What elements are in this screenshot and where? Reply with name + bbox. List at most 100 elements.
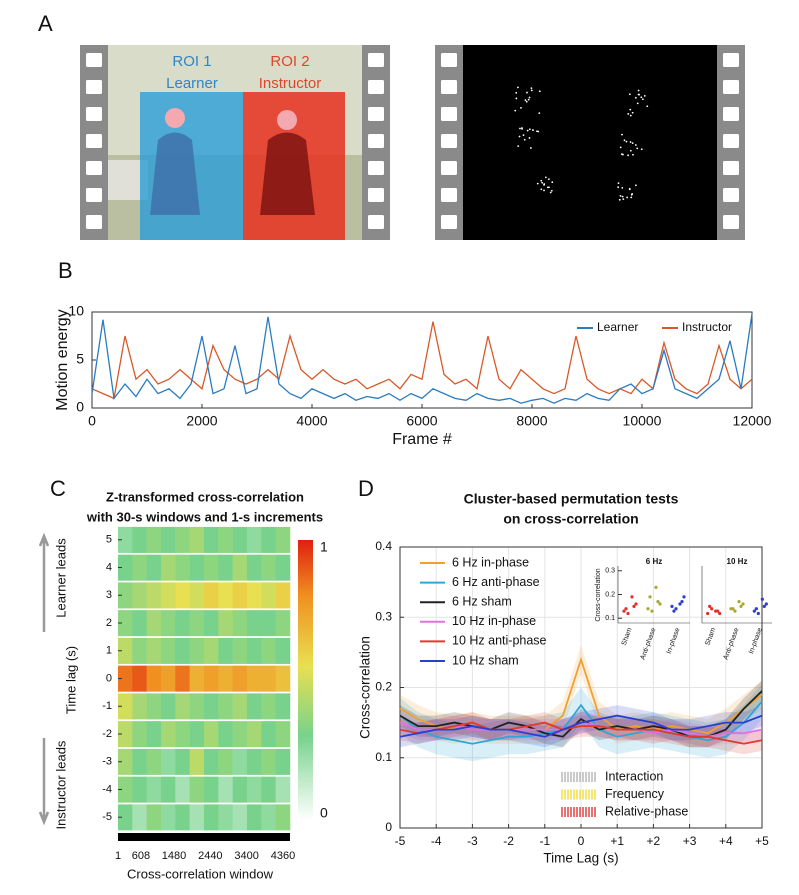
point (674, 607, 678, 611)
point (632, 604, 636, 608)
y-tick-label: 0.4 (375, 539, 392, 553)
point (680, 600, 684, 604)
motion-dot (637, 89, 640, 92)
heat-cell (146, 582, 162, 609)
y-tick-label: 0 (106, 672, 112, 684)
film-hole (723, 134, 739, 148)
heat-cell (232, 582, 248, 609)
motion-dot (521, 127, 523, 129)
heat-cell (218, 554, 233, 581)
arrow (38, 738, 50, 826)
motion-dot (548, 186, 550, 189)
heat-cell (203, 665, 219, 692)
heat-cell (203, 721, 219, 748)
y-tick-label: 3 (106, 589, 112, 601)
film-hole (86, 53, 102, 67)
motion-dot (549, 191, 552, 194)
film-hole (723, 161, 739, 175)
chart-title: on cross-correlation (503, 511, 638, 527)
film-hole (723, 80, 739, 94)
panel-label: B (58, 258, 73, 283)
film-hole (368, 215, 384, 229)
heat-cell (218, 776, 233, 803)
legend-label: 10 Hz anti-phase (452, 634, 547, 648)
motion-dot (536, 130, 538, 133)
side-label: Learner leads (53, 538, 68, 618)
heat-cell (218, 526, 233, 553)
heat-cell (275, 804, 291, 831)
point (656, 600, 660, 604)
film-hole (368, 53, 384, 67)
motion-dot (627, 154, 630, 157)
film-hole (441, 80, 457, 94)
film-hole (441, 134, 457, 148)
y-tick-label: 0.3 (605, 568, 615, 575)
film-hole (86, 161, 102, 175)
film-hole (368, 80, 384, 94)
instructor-figure (260, 132, 315, 215)
legend-label: 6 Hz anti-phase (452, 575, 540, 589)
instructor-head (277, 110, 297, 130)
motion-dot (547, 178, 550, 181)
x-tick-label: -5 (395, 834, 406, 848)
heat-cell (246, 804, 262, 831)
heat-cell (246, 748, 262, 775)
heat-cell (218, 637, 233, 664)
heat-cell (189, 637, 205, 664)
film-hole (441, 215, 457, 229)
y-tick-label: 0.1 (375, 750, 392, 764)
point (756, 611, 760, 616)
heat-cell (232, 721, 248, 748)
heat-cell (146, 804, 162, 831)
heat-cell (160, 637, 176, 664)
legend-label: 6 Hz in-phase (452, 555, 529, 569)
x-tick-label: 3400 (234, 850, 258, 862)
heat-cell (132, 693, 147, 720)
error-band (400, 712, 762, 748)
heat-cell (246, 776, 262, 803)
y-tick-label: 0 (385, 820, 392, 834)
heat-cell (117, 637, 133, 664)
heat-cell (261, 610, 276, 637)
heat-cell (189, 526, 205, 553)
point (630, 595, 634, 599)
chart-title: Z-transformed cross-correlation (106, 489, 304, 504)
series-line (91, 313, 753, 404)
roi-name: Learner (166, 75, 218, 92)
point (710, 607, 714, 611)
heat-cell (261, 721, 276, 748)
heat-cell (232, 665, 248, 692)
motion-dot (517, 86, 519, 89)
heat-cell (275, 637, 291, 664)
point (670, 604, 674, 608)
heat-cell (189, 804, 205, 831)
series-line (399, 721, 763, 745)
heat-cell (275, 665, 291, 692)
learner-head (165, 108, 185, 128)
panel-label: A (38, 11, 53, 36)
motion-dot (522, 134, 525, 137)
heat-cell (175, 637, 190, 664)
point (654, 585, 658, 589)
heat-cell (189, 748, 205, 775)
motion-dot (538, 112, 541, 115)
y-axis-title: Cross-correlation (595, 568, 602, 621)
y-tick-label: -1 (102, 700, 112, 712)
motion-dot (625, 140, 628, 143)
motion-dot (621, 133, 623, 136)
point (741, 602, 745, 606)
heat-cell (232, 637, 248, 664)
heat-cell (160, 610, 176, 637)
plot-frame (399, 546, 763, 829)
heat-cell (175, 693, 190, 720)
x-tick-label: 1 (115, 850, 121, 862)
motion-dot (635, 184, 637, 187)
motion-dot (540, 179, 543, 182)
x-tick-label: -4 (431, 834, 442, 848)
heat-cell (175, 526, 190, 553)
heat-cell (160, 554, 176, 581)
x-tick-label: 0 (88, 413, 96, 429)
heat-cell (117, 721, 133, 748)
motion-dot (544, 176, 547, 179)
motion-dot (524, 99, 527, 102)
